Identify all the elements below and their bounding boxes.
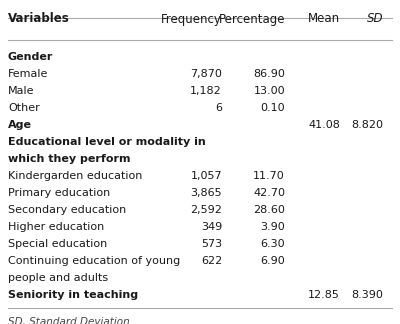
- Text: 6.90: 6.90: [260, 256, 285, 266]
- Text: Continuing education of young: Continuing education of young: [8, 256, 180, 266]
- Text: 8.390: 8.390: [351, 290, 383, 300]
- Text: 622: 622: [201, 256, 222, 266]
- Text: 86.90: 86.90: [253, 69, 285, 79]
- Text: Male: Male: [8, 86, 34, 96]
- Text: 3,865: 3,865: [190, 188, 222, 198]
- Text: 42.70: 42.70: [253, 188, 285, 198]
- Text: Secondary education: Secondary education: [8, 205, 126, 215]
- Text: people and adults: people and adults: [8, 273, 108, 283]
- Text: Percentage: Percentage: [218, 13, 285, 26]
- Text: 28.60: 28.60: [253, 205, 285, 215]
- Text: Seniority in teaching: Seniority in teaching: [8, 290, 138, 300]
- Text: 0.10: 0.10: [260, 103, 285, 113]
- Text: Higher education: Higher education: [8, 222, 104, 232]
- Text: SD, Standard Deviation.: SD, Standard Deviation.: [8, 317, 133, 324]
- Text: 8.820: 8.820: [351, 120, 383, 130]
- Text: 41.08: 41.08: [308, 120, 340, 130]
- Text: 2,592: 2,592: [190, 205, 222, 215]
- Text: Educational level or modality in: Educational level or modality in: [8, 137, 206, 147]
- Text: Primary education: Primary education: [8, 188, 110, 198]
- Text: 7,870: 7,870: [190, 69, 222, 79]
- Text: 6.30: 6.30: [260, 239, 285, 249]
- Text: Kindergarden education: Kindergarden education: [8, 171, 142, 181]
- Text: 573: 573: [201, 239, 222, 249]
- Text: 12.85: 12.85: [308, 290, 340, 300]
- Text: which they perform: which they perform: [8, 154, 130, 164]
- Text: Gender: Gender: [8, 52, 53, 62]
- Text: 3.90: 3.90: [260, 222, 285, 232]
- Text: 1,182: 1,182: [190, 86, 222, 96]
- Text: Mean: Mean: [308, 13, 340, 26]
- Text: Frequency: Frequency: [161, 13, 222, 26]
- Text: Special education: Special education: [8, 239, 107, 249]
- Text: 13.00: 13.00: [253, 86, 285, 96]
- Text: 349: 349: [201, 222, 222, 232]
- Text: Variables: Variables: [8, 13, 70, 26]
- Text: 11.70: 11.70: [253, 171, 285, 181]
- Text: 6: 6: [215, 103, 222, 113]
- Text: Age: Age: [8, 120, 32, 130]
- Text: SD: SD: [366, 13, 383, 26]
- Text: Other: Other: [8, 103, 40, 113]
- Text: Female: Female: [8, 69, 48, 79]
- Text: 1,057: 1,057: [190, 171, 222, 181]
